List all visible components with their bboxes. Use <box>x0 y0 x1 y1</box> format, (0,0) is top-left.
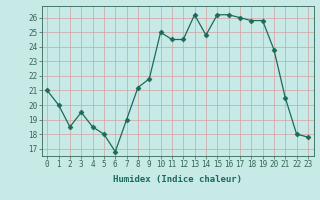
X-axis label: Humidex (Indice chaleur): Humidex (Indice chaleur) <box>113 175 242 184</box>
